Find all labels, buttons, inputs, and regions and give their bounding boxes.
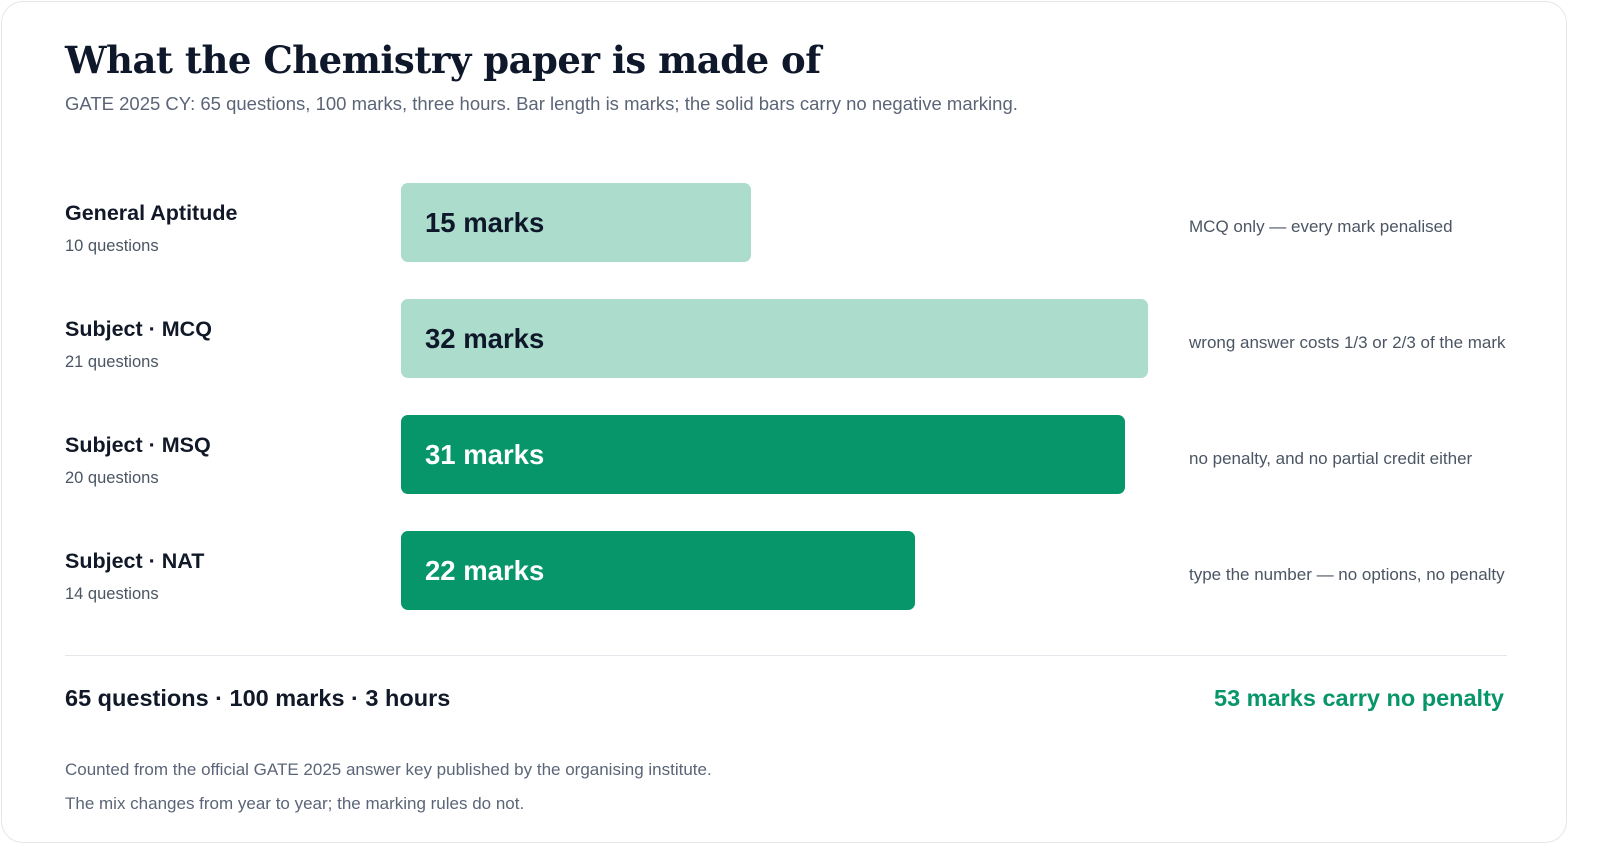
bar: 15 marks	[401, 183, 751, 262]
footnote-mix: The mix changes from year to year; the m…	[65, 794, 525, 813]
bar: 32 marks	[401, 299, 1148, 378]
question-count: 10 questions	[65, 237, 159, 255]
question-count: 20 questions	[65, 469, 159, 487]
chart-subtitle: GATE 2025 CY: 65 questions, 100 marks, t…	[65, 93, 1018, 114]
question-count: 14 questions	[65, 585, 159, 603]
question-count: 21 questions	[65, 353, 159, 371]
chart-card: What the Chemistry paper is made of GATE…	[1, 1, 1567, 843]
category-label: Subject · NAT	[65, 549, 205, 573]
bar-value-label: 15 marks	[425, 206, 545, 238]
bar: 22 marks	[401, 531, 915, 610]
marking-note: type the number — no options, no penalty	[1189, 565, 1505, 584]
category-label: Subject · MCQ	[65, 317, 212, 341]
marking-note: wrong answer costs 1/3 or 2/3 of the mar…	[1189, 333, 1506, 352]
chart-title: What the Chemistry paper is made of	[65, 38, 821, 82]
bar-value-label: 31 marks	[425, 438, 545, 470]
summary-no-penalty: 53 marks carry no penalty	[1214, 685, 1504, 711]
category-label: General Aptitude	[65, 201, 238, 225]
summary-totals: 65 questions · 100 marks · 3 hours	[65, 685, 451, 711]
category-label: Subject · MSQ	[65, 433, 211, 457]
divider	[65, 655, 1507, 656]
footnote-source: Counted from the official GATE 2025 answ…	[65, 760, 712, 779]
bar-value-label: 22 marks	[425, 554, 545, 586]
bar: 31 marks	[401, 415, 1125, 494]
marking-note: no penalty, and no partial credit either	[1189, 449, 1473, 468]
marking-note: MCQ only — every mark penalised	[1189, 217, 1453, 236]
bar-value-label: 32 marks	[425, 322, 545, 354]
